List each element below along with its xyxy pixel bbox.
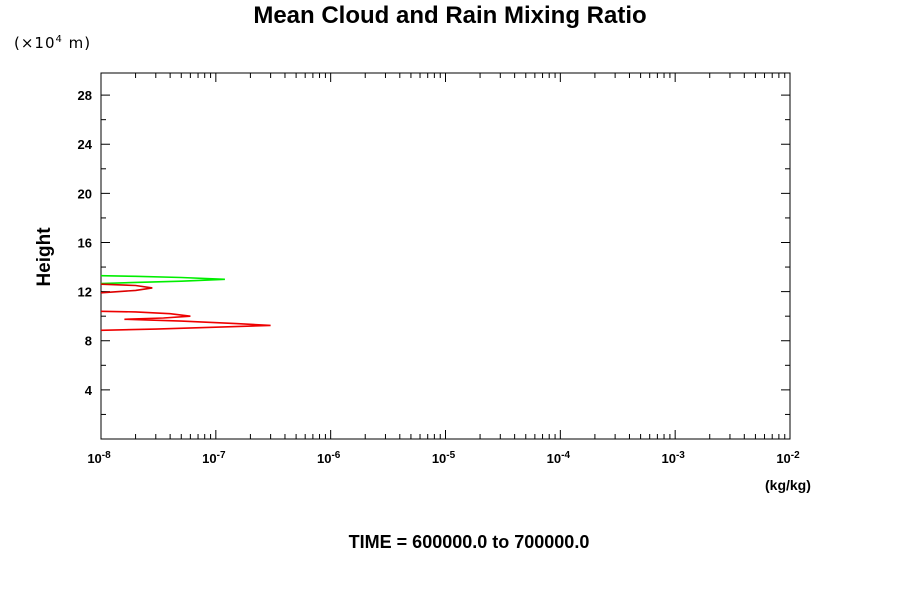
y-unit-exponent: 4 (55, 34, 63, 45)
plot-frame (100, 72, 791, 440)
x-tick-label: 10-5 (432, 450, 456, 466)
series-line (100, 310, 271, 332)
y-tick-label: 24 (78, 137, 93, 152)
y-tick-label: 12 (78, 285, 92, 300)
x-tick-label: 10-6 (317, 450, 341, 466)
series-line (100, 283, 153, 294)
series-line (100, 274, 225, 285)
chart-title: Mean Cloud and Rain Mixing Ratio (253, 2, 647, 29)
y-tick-label: 20 (78, 186, 92, 201)
y-tick-label: 28 (78, 88, 92, 103)
time-range-label: TIME = 600000.0 to 700000.0 (348, 532, 590, 552)
x-tick-label: 10-7 (202, 450, 226, 466)
x-tick-label: 10-3 (661, 450, 685, 466)
y-ticks: 4 8 12 16 20 24 28 (78, 88, 790, 415)
x-tick-label: 10-8 (87, 450, 111, 466)
y-tick-label: 16 (78, 235, 92, 250)
x-ticks: 10-8 10-7 10-6 10-5 10-4 10-3 10-2 (87, 73, 800, 466)
y-tick-label: 4 (85, 383, 93, 398)
series-group (100, 274, 271, 332)
x-unit-label: (kg/kg) (765, 477, 811, 493)
y-unit-label: (×104 m) (14, 34, 91, 52)
y-unit-suffix: m) (62, 34, 92, 52)
y-unit-prefix: (×10 (14, 34, 56, 52)
y-axis-label: Height (34, 227, 55, 287)
x-tick-label: 10-4 (547, 450, 571, 466)
x-tick-label: 10-2 (776, 450, 800, 466)
y-tick-label: 8 (85, 334, 92, 349)
